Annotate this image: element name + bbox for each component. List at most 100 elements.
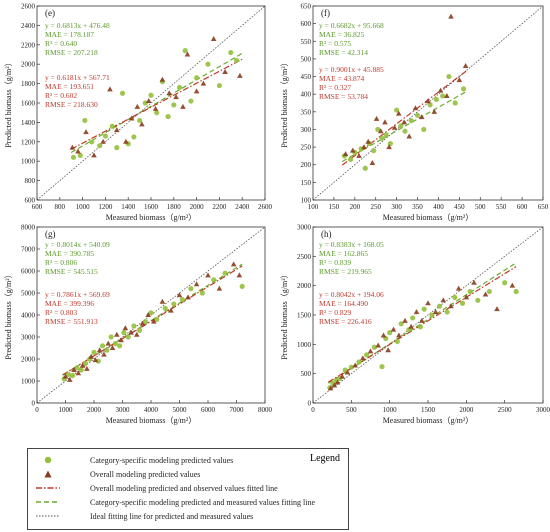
overall-point: [210, 35, 217, 41]
y-tick-label: 250: [301, 144, 312, 152]
x-tick-label: 1200: [98, 203, 113, 211]
x-axis-label: Measured biomass（g/m²）: [383, 416, 474, 425]
y-tick-label: 500: [301, 370, 312, 378]
category-point: [452, 294, 458, 300]
category-point: [222, 270, 228, 276]
x-tick-label: 1800: [167, 203, 182, 211]
category-stat-1: MAE = 36.825: [319, 30, 365, 39]
category-stat-1: MAE = 178.187: [45, 30, 94, 39]
y-tick-label: 1000: [21, 378, 36, 386]
category-point: [78, 367, 84, 373]
overall-stat-2: R² = 0.327: [319, 83, 351, 92]
category-point: [142, 100, 148, 106]
overall-stat-1: MAE = 193.651: [45, 82, 94, 91]
legend-item-overall-fit: Overall modeling predicted and observed …: [34, 483, 278, 493]
category-point: [239, 283, 245, 289]
category-stat-3: RMSE = 207.218: [45, 48, 98, 57]
category-point: [433, 96, 439, 103]
overall-point: [431, 108, 438, 114]
x-tick-label: 500: [346, 406, 357, 414]
overall-point: [432, 309, 439, 315]
category-point: [109, 123, 115, 129]
y-tick-label: 2500: [297, 253, 312, 261]
overall-point: [109, 345, 116, 350]
overall-point: [339, 373, 345, 379]
y-tick-label: 2200: [21, 41, 36, 49]
overall-point: [356, 152, 362, 158]
category-point: [154, 110, 160, 116]
y-tick-label: 600: [25, 197, 36, 205]
overall-point: [375, 342, 381, 348]
overall-point: [425, 300, 431, 306]
legend-item-category: Category-specific modeling predicted val…: [34, 455, 233, 465]
overall-point: [385, 347, 391, 353]
overall-point: [444, 92, 450, 98]
category-point: [179, 297, 185, 303]
category-point: [228, 49, 234, 56]
category-point: [199, 290, 205, 296]
overall-point: [448, 303, 454, 309]
category-point: [421, 306, 427, 312]
legend-label-category-fit: Category-specific modeling predicted and…: [90, 497, 316, 507]
y-tick-label: 650: [301, 3, 312, 11]
y-axis-label: Predicted biomass（g/m²）: [4, 58, 13, 147]
legend-item-ideal: Ideal fitting line for predicted and mea…: [34, 511, 253, 521]
category-point: [410, 315, 416, 321]
overall-point: [151, 318, 157, 324]
x-tick-label: 550: [496, 203, 507, 211]
category-point: [452, 100, 458, 106]
overall-point: [349, 147, 356, 153]
x-tick-label: 2000: [190, 203, 205, 211]
ideal-fit-line: [312, 226, 544, 404]
overall-point: [380, 332, 387, 338]
y-tick-label: 300: [301, 126, 312, 134]
overall-point: [455, 285, 462, 291]
y-tick-label: 2000: [21, 356, 36, 364]
category-point: [104, 347, 110, 353]
x-axis-label: Measured biomass（g/m²）: [106, 416, 197, 425]
overall-point: [145, 98, 152, 104]
category-point: [475, 297, 481, 303]
panel-4: 0 500 1000 1500 2000 2500 3000 0 500 1000 1500 2000…: [280, 224, 550, 426]
x-tick-label: 150: [329, 203, 340, 211]
overall-point: [184, 51, 191, 57]
legend-title: Legend: [310, 453, 340, 464]
y-tick-label: 1200: [21, 138, 36, 146]
overall-point: [396, 332, 402, 338]
panel-1: 600 800 1000 1200 1400 1600 1800 2000 2200 2400 26…: [4, 3, 273, 223]
category-stat-0: y = 0.6813x + 476.48: [45, 21, 110, 30]
x-tick-label: 500: [475, 203, 486, 211]
overall-point: [365, 138, 371, 144]
overall-point: [386, 144, 392, 150]
x-tick-label: 2000: [459, 406, 474, 414]
x-tick-label: 0: [311, 406, 315, 414]
y-tick-label: 1400: [21, 119, 36, 127]
category-stat-3: RMSE = 42.314: [319, 48, 368, 57]
category-point: [502, 280, 508, 286]
overall-point: [122, 325, 129, 331]
legend-label-overall: Overall modeling predicted values: [90, 469, 201, 479]
y-tick-label: 2400: [21, 22, 36, 30]
x-tick-label: 2600: [258, 203, 273, 211]
category-point: [408, 118, 414, 124]
overall-point: [139, 121, 145, 127]
overall-point: [100, 138, 106, 144]
category-point: [114, 145, 120, 151]
category-point: [446, 73, 452, 80]
category-point: [65, 371, 71, 377]
category-point: [165, 113, 171, 120]
y-tick-label: 4000: [21, 312, 36, 320]
category-point: [119, 90, 126, 96]
y-tick-label: 0: [32, 400, 36, 408]
panel-label: (g): [45, 229, 56, 239]
category-point: [440, 93, 446, 99]
legend-label-ideal: Ideal fitting line for predicted and mea…: [90, 511, 254, 521]
y-tick-label: 0: [308, 400, 312, 408]
category-point: [356, 359, 362, 365]
overall-point: [92, 357, 99, 363]
overall-point: [159, 76, 166, 82]
overall-point: [331, 382, 338, 388]
y-tick-label: 100: [301, 197, 312, 205]
x-tick-label: 1600: [144, 203, 159, 211]
y-tick-label: 2600: [21, 3, 36, 11]
